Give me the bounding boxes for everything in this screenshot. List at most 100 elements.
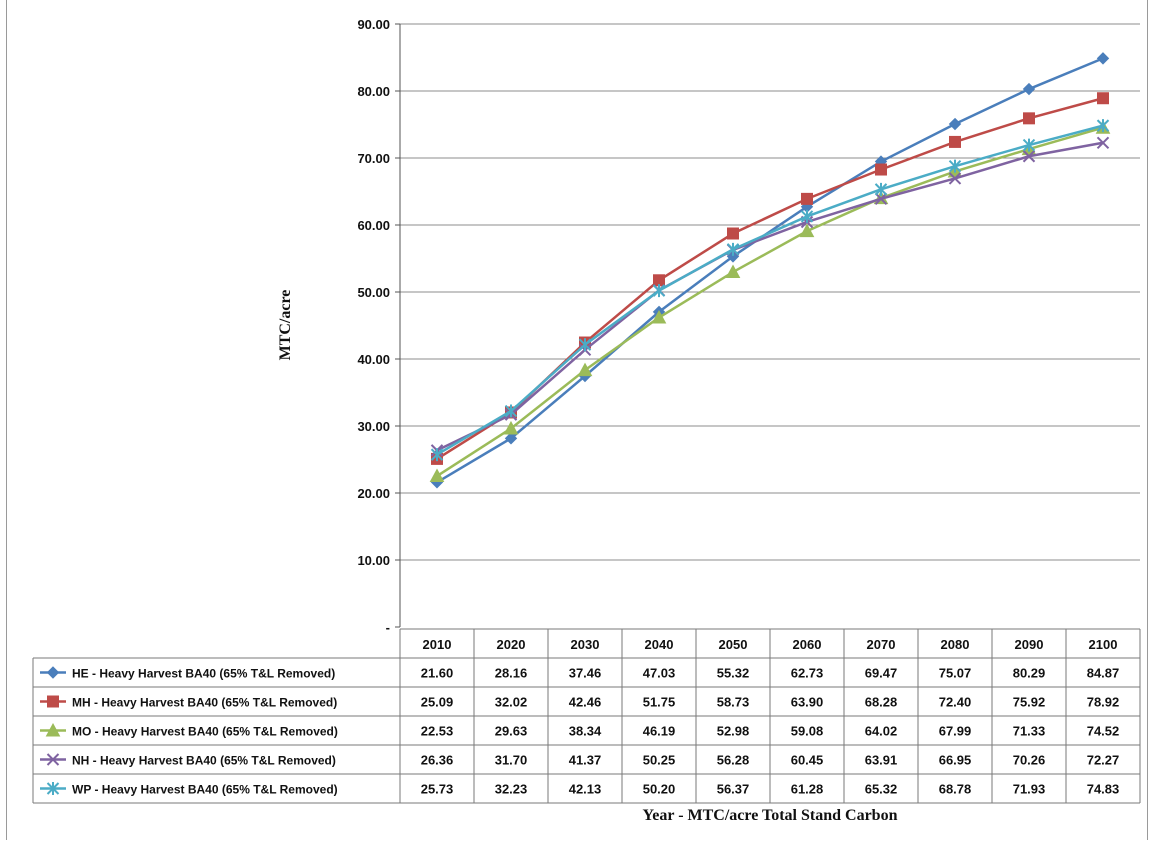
data-label: 50.20	[643, 782, 676, 797]
y-axis-title: MTC/acre	[277, 290, 294, 361]
data-label: 74.83	[1087, 782, 1120, 797]
data-point	[1022, 138, 1036, 152]
x-tick-label: 2010	[423, 637, 452, 652]
data-point	[874, 182, 888, 196]
x-tick-label: 2080	[941, 637, 970, 652]
data-point	[652, 284, 666, 298]
data-label: 65.32	[865, 782, 898, 797]
data-table: 2010 2020 2030 2040 2050 2060 2070 2080 2090 2100…	[32, 628, 1141, 804]
data-label: 63.91	[865, 753, 898, 768]
y-axis: - 10.00 20.00 30.00 40.00 50.00 60.00 70.00 80.0…	[357, 17, 401, 635]
data-label: 41.37	[569, 753, 602, 768]
legend-key-marker	[46, 666, 60, 679]
data-label: 68.28	[865, 695, 898, 710]
data-label: 26.36	[421, 753, 454, 768]
data-point	[503, 420, 519, 435]
data-label: 72.27	[1087, 753, 1120, 768]
x-tick-label: 2090	[1015, 637, 1044, 652]
data-label: 66.95	[939, 753, 972, 768]
data-point	[800, 209, 814, 223]
legend-key-marker	[45, 722, 61, 737]
y-tick-label: 40.00	[357, 352, 390, 367]
y-tick-label: 10.00	[357, 553, 390, 568]
data-label: 22.53	[421, 724, 454, 739]
data-point	[1097, 92, 1109, 105]
series-line	[436, 141, 1104, 452]
data-label: 84.87	[1087, 666, 1120, 681]
data-label: 38.34	[569, 724, 602, 739]
series-line	[436, 126, 1104, 478]
y-tick-label: 50.00	[357, 285, 390, 300]
series-group	[430, 136, 1110, 457]
data-point	[430, 448, 444, 462]
x-tick-label: 2020	[497, 637, 526, 652]
legend-label: NH - Heavy Harvest BA40 (65% T&L Removed…	[72, 754, 336, 768]
data-label: 72.40	[939, 695, 972, 710]
data-label: 64.02	[865, 724, 898, 739]
data-label: 74.52	[1087, 724, 1120, 739]
data-label: 75.92	[1013, 695, 1046, 710]
data-point	[801, 192, 813, 205]
series-group	[431, 92, 1109, 465]
x-axis-title: Year - MTC/acre Total Stand Carbon	[643, 807, 898, 824]
legend-label: MO - Heavy Harvest BA40 (65% T&L Removed…	[72, 725, 338, 739]
data-point	[727, 227, 739, 240]
data-label: 46.19	[643, 724, 676, 739]
data-label: 70.26	[1013, 753, 1046, 768]
data-point	[1096, 119, 1110, 133]
data-label: 63.90	[791, 695, 824, 710]
data-point	[578, 338, 592, 352]
data-point	[948, 117, 962, 131]
data-label: 31.70	[495, 753, 528, 768]
data-label: 71.93	[1013, 782, 1046, 797]
data-label: 32.02	[495, 695, 528, 710]
y-tick-label: 70.00	[357, 151, 390, 166]
gridlines	[400, 23, 1140, 561]
data-point	[504, 404, 518, 418]
chart-frame	[6, 0, 1148, 840]
data-point	[799, 223, 815, 238]
legend-label: MH - Heavy Harvest BA40 (65% T&L Removed…	[72, 696, 337, 710]
x-tick-label: 2040	[645, 637, 674, 652]
series-line	[436, 57, 1104, 484]
data-point	[948, 172, 962, 185]
data-point	[653, 274, 665, 287]
data-label: 42.46	[569, 695, 602, 710]
legend-key-marker	[46, 782, 60, 795]
data-label: 28.16	[495, 666, 528, 681]
data-point	[1022, 150, 1036, 163]
data-point	[726, 242, 740, 256]
data-label: 32.23	[495, 782, 528, 797]
data-point	[504, 432, 518, 445]
data-label: 50.25	[643, 753, 676, 768]
series-lines	[429, 52, 1111, 489]
series-group	[430, 119, 1110, 462]
data-label: 68.78	[939, 782, 972, 797]
data-label: 78.92	[1087, 695, 1120, 710]
data-label: 56.28	[717, 753, 750, 768]
data-point	[1096, 52, 1110, 65]
series-group	[430, 52, 1110, 489]
data-label: 52.98	[717, 724, 750, 739]
data-label: 21.60	[421, 666, 454, 681]
data-label: 59.08	[791, 724, 824, 739]
data-label: 29.63	[495, 724, 528, 739]
data-label: 56.37	[717, 782, 750, 797]
data-point	[651, 309, 667, 324]
y-tick-label: -	[386, 620, 390, 635]
legend-key-marker	[47, 695, 59, 708]
y-tick-label: 30.00	[357, 419, 390, 434]
data-point	[1096, 136, 1110, 149]
data-point	[429, 468, 445, 483]
x-tick-label: 2100	[1089, 637, 1118, 652]
data-label: 25.73	[421, 782, 454, 797]
y-tick-label: 20.00	[357, 486, 390, 501]
data-label: 37.46	[569, 666, 602, 681]
data-label: 51.75	[643, 695, 676, 710]
data-point	[1022, 82, 1036, 96]
x-tick-label: 2060	[793, 637, 822, 652]
legend-label: HE - Heavy Harvest BA40 (65% T&L Removed…	[72, 667, 335, 681]
series-line	[436, 124, 1104, 456]
legend-label: WP - Heavy Harvest BA40 (65% T&L Removed…	[72, 783, 338, 797]
